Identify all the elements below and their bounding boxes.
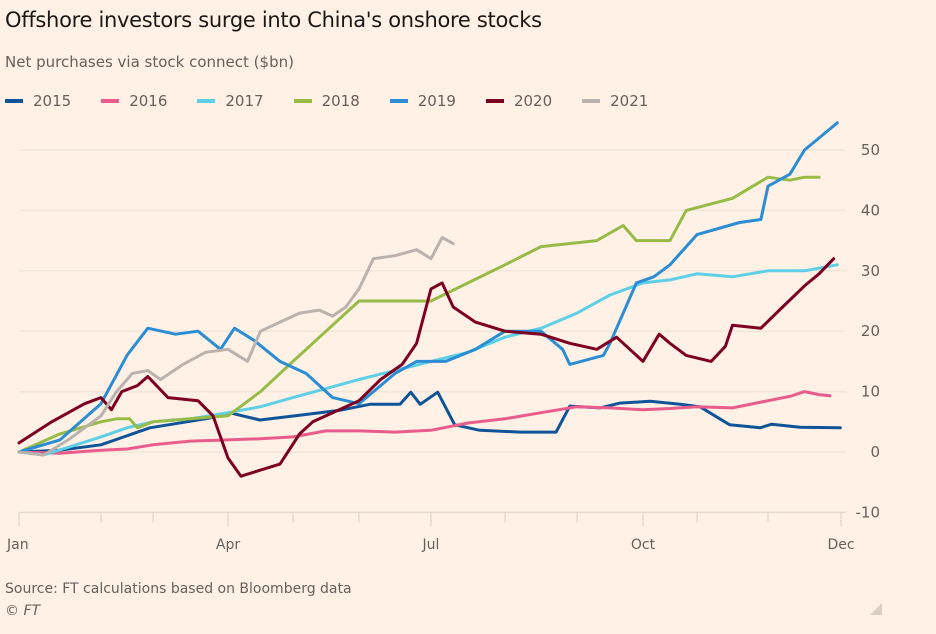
series-line-2020 <box>17 257 836 478</box>
legend-swatch <box>485 99 504 103</box>
y-tick-label: 40 <box>861 201 880 219</box>
y-tick-label: 20 <box>861 322 880 340</box>
y-tick-label: -10 <box>856 503 881 521</box>
copyright: © FT <box>5 603 41 619</box>
x-tick-label: Oct <box>631 537 656 553</box>
legend-item-2021: 2021 <box>582 92 648 110</box>
legend-label: 2018 <box>321 92 360 110</box>
legend-label: 2015 <box>33 92 72 110</box>
y-tick-label: 0 <box>870 443 880 461</box>
series-line-2018 <box>17 175 821 454</box>
series-line-2016 <box>17 390 832 455</box>
legend: 2015 2016 2017 2018 2019 2020 2021 <box>5 92 678 110</box>
legend-label: 2021 <box>610 92 649 110</box>
legend-swatch <box>293 99 312 103</box>
y-tick-label: 30 <box>861 262 880 280</box>
legend-swatch <box>101 99 120 103</box>
x-tick-label: Apr <box>216 537 240 553</box>
legend-item-2015: 2015 <box>5 92 71 110</box>
x-tick-label: Dec <box>827 537 854 553</box>
legend-item-2019: 2019 <box>389 92 456 110</box>
legend-swatch <box>582 99 601 103</box>
y-tick-label: 10 <box>861 383 880 401</box>
chart-title: Offshore investors surge into China's on… <box>5 8 542 32</box>
x-tick-label: Jan <box>6 537 29 553</box>
source-note: Source: FT calculations based on Bloombe… <box>5 581 352 597</box>
x-tick-label: Jul <box>422 537 440 553</box>
legend-label: 2017 <box>225 92 264 110</box>
legend-swatch <box>389 99 408 103</box>
y-tick-label: 50 <box>861 141 880 159</box>
series-line-2019 <box>17 121 839 454</box>
legend-swatch <box>197 99 216 103</box>
legend-item-2016: 2016 <box>101 92 167 110</box>
legend-label: 2016 <box>129 92 168 110</box>
chart-subtitle: Net purchases via stock connect ($bn) <box>5 53 294 71</box>
series-line-2021 <box>17 236 455 457</box>
legend-label: 2019 <box>417 92 456 110</box>
legend-item-2017: 2017 <box>197 92 264 110</box>
resize-handle-icon <box>870 603 882 615</box>
series-line-2015 <box>17 390 842 454</box>
legend-item-2020: 2020 <box>485 92 553 110</box>
legend-label: 2020 <box>513 92 553 110</box>
legend-swatch <box>5 99 23 103</box>
legend-item-2018: 2018 <box>293 92 360 110</box>
